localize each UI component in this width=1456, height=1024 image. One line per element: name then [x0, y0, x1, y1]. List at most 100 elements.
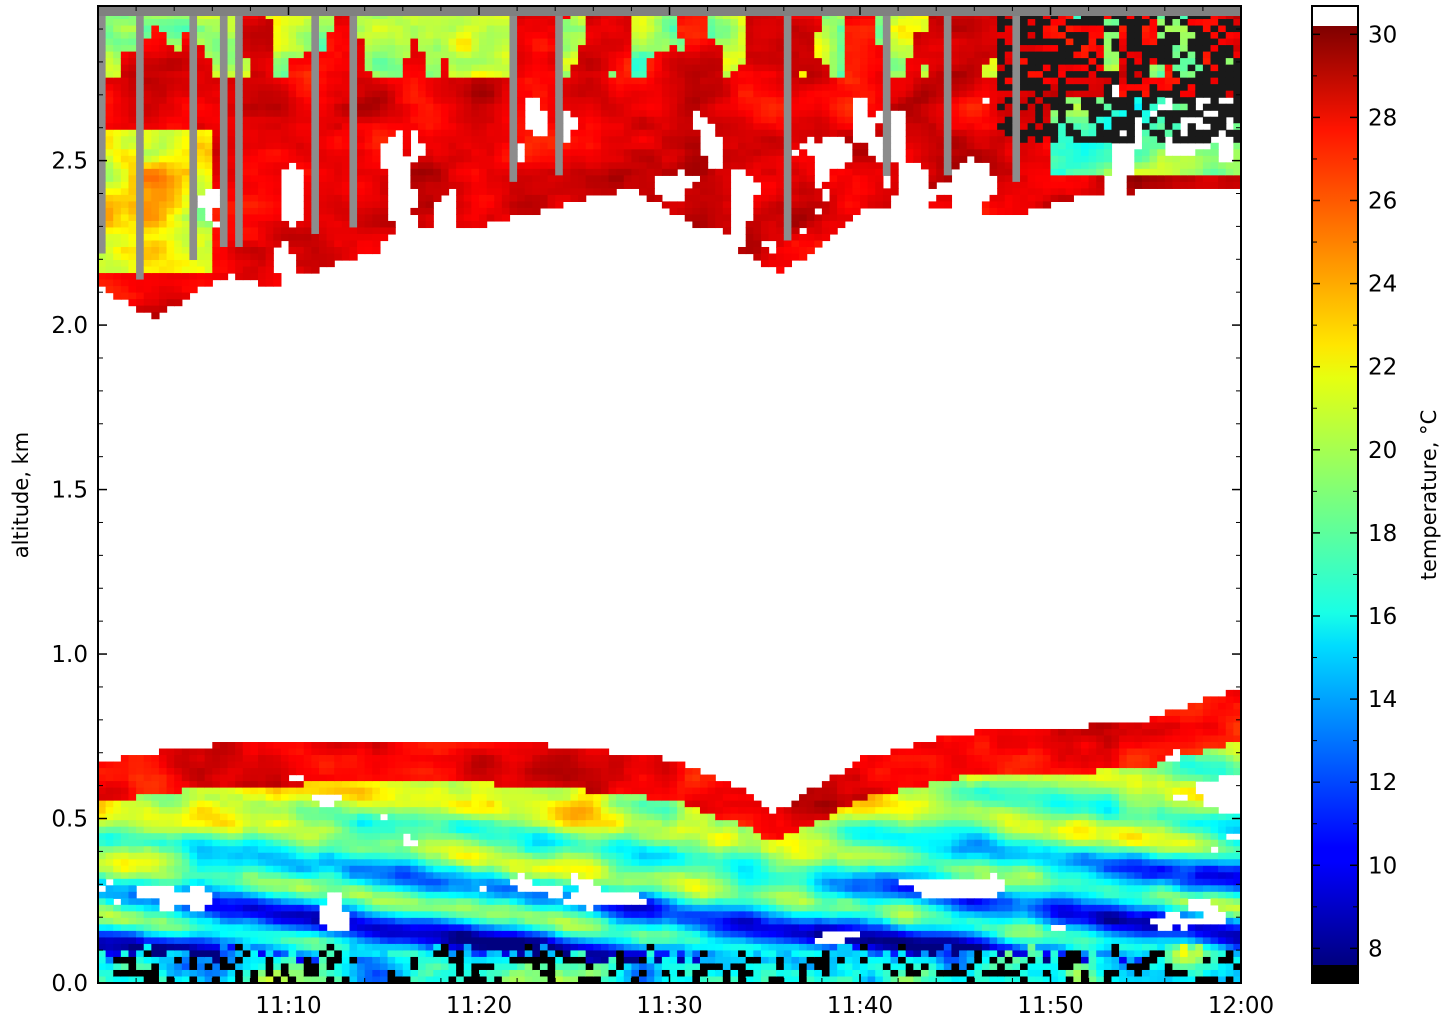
heatmap-cell — [143, 123, 152, 131]
heatmap-cell — [113, 25, 122, 33]
heatmap-cell — [379, 924, 389, 932]
heatmap-cell — [334, 175, 343, 183]
heatmap-cell — [235, 110, 244, 118]
heatmap-cell — [479, 872, 488, 880]
heatmap-cell — [608, 761, 617, 769]
heatmap-cell — [280, 142, 290, 150]
heatmap-cell — [158, 45, 168, 53]
plot-area — [98, 6, 1241, 983]
heatmap-cell — [197, 911, 206, 919]
heatmap-cell — [494, 911, 503, 919]
heatmap-cell — [402, 97, 412, 105]
heatmap-cell — [631, 761, 640, 769]
heatmap-cell — [509, 201, 518, 209]
heatmap-cell — [197, 865, 206, 873]
heatmap-cell — [128, 930, 137, 938]
heatmap-cell — [631, 103, 640, 111]
heatmap-cell — [448, 833, 457, 841]
heatmap-cell — [219, 839, 229, 847]
heatmap-cell — [524, 852, 533, 860]
heatmap-cell — [334, 885, 343, 893]
heatmap-cell — [395, 761, 404, 769]
heatmap-cell — [517, 97, 526, 105]
heatmap-cell — [539, 872, 549, 880]
heatmap-cell — [463, 168, 472, 176]
heatmap-cell — [143, 51, 152, 59]
heatmap-cell — [219, 917, 229, 925]
heatmap-cell — [501, 833, 511, 841]
heatmap-cell — [288, 911, 297, 919]
heatmap-cell — [440, 19, 450, 27]
heatmap-cell — [166, 930, 175, 938]
heatmap-cell — [197, 768, 206, 776]
heatmap-cell — [174, 58, 183, 66]
heatmap-cell — [463, 859, 472, 867]
heatmap-cell — [174, 155, 183, 163]
heatmap-cell — [600, 963, 610, 971]
heatmap-cell — [280, 898, 290, 906]
heatmap-cell — [623, 885, 632, 893]
heatmap-cell — [471, 748, 480, 756]
heatmap-cell — [105, 279, 114, 287]
heatmap-cell — [288, 885, 297, 893]
heatmap-cell — [334, 25, 343, 33]
heatmap-cell — [402, 774, 412, 782]
heatmap-cell — [509, 917, 518, 925]
heatmap-cell — [524, 807, 533, 815]
heatmap-cell — [364, 246, 373, 255]
heatmap-cell — [547, 800, 556, 808]
heatmap-cell — [128, 846, 137, 854]
heatmap-cell — [471, 768, 480, 776]
heatmap-cell — [227, 64, 236, 72]
heatmap-cell — [578, 19, 587, 27]
heatmap-cell — [517, 807, 526, 815]
heatmap-cell — [326, 136, 335, 144]
heatmap-cell — [425, 194, 434, 202]
heatmap-cell — [509, 207, 518, 216]
heatmap-cell — [151, 253, 160, 261]
heatmap-cell — [303, 761, 312, 769]
heatmap-cell — [311, 246, 320, 255]
heatmap-cell — [334, 58, 343, 66]
heatmap-cell — [418, 71, 427, 79]
heatmap-cell — [547, 865, 556, 873]
heatmap-cell — [98, 116, 107, 124]
heatmap-cell — [509, 110, 518, 118]
heatmap-cell — [143, 90, 152, 98]
heatmap-cell — [532, 963, 541, 971]
heatmap-cell — [105, 246, 114, 255]
heatmap-cell — [349, 872, 358, 880]
heatmap-cell — [151, 820, 160, 828]
heatmap-cell — [181, 155, 191, 163]
heatmap-cell — [136, 807, 145, 815]
heatmap-cell — [174, 924, 183, 932]
heatmap-cell — [410, 891, 419, 899]
heatmap-cell — [158, 774, 168, 782]
heatmap-cell — [341, 149, 351, 157]
heatmap-cell — [143, 917, 152, 925]
heatmap-cell — [120, 768, 130, 776]
heatmap-cell — [517, 103, 526, 111]
heatmap-cell — [303, 833, 312, 841]
heatmap-cell — [128, 260, 137, 268]
heatmap-cell — [151, 207, 160, 216]
heatmap-cell — [440, 188, 450, 196]
heatmap-cell — [242, 930, 251, 938]
heatmap-cell — [318, 97, 328, 105]
heatmap-cell — [265, 116, 274, 124]
heatmap-cell — [517, 162, 526, 170]
heatmap-cell — [242, 781, 251, 789]
heatmap-cell — [128, 253, 137, 261]
heatmap-cell — [151, 312, 160, 320]
heatmap-cell — [349, 904, 358, 912]
heatmap-cell — [158, 58, 168, 66]
heatmap-cell — [105, 885, 114, 893]
heatmap-cell — [174, 748, 183, 756]
heatmap-cell — [235, 233, 244, 242]
heatmap-cell — [296, 826, 305, 834]
heatmap-cell — [623, 129, 632, 137]
heatmap-cell — [181, 286, 191, 294]
heatmap-cell — [616, 917, 625, 925]
heatmap-cell — [479, 800, 488, 808]
heatmap-cell — [204, 963, 213, 971]
